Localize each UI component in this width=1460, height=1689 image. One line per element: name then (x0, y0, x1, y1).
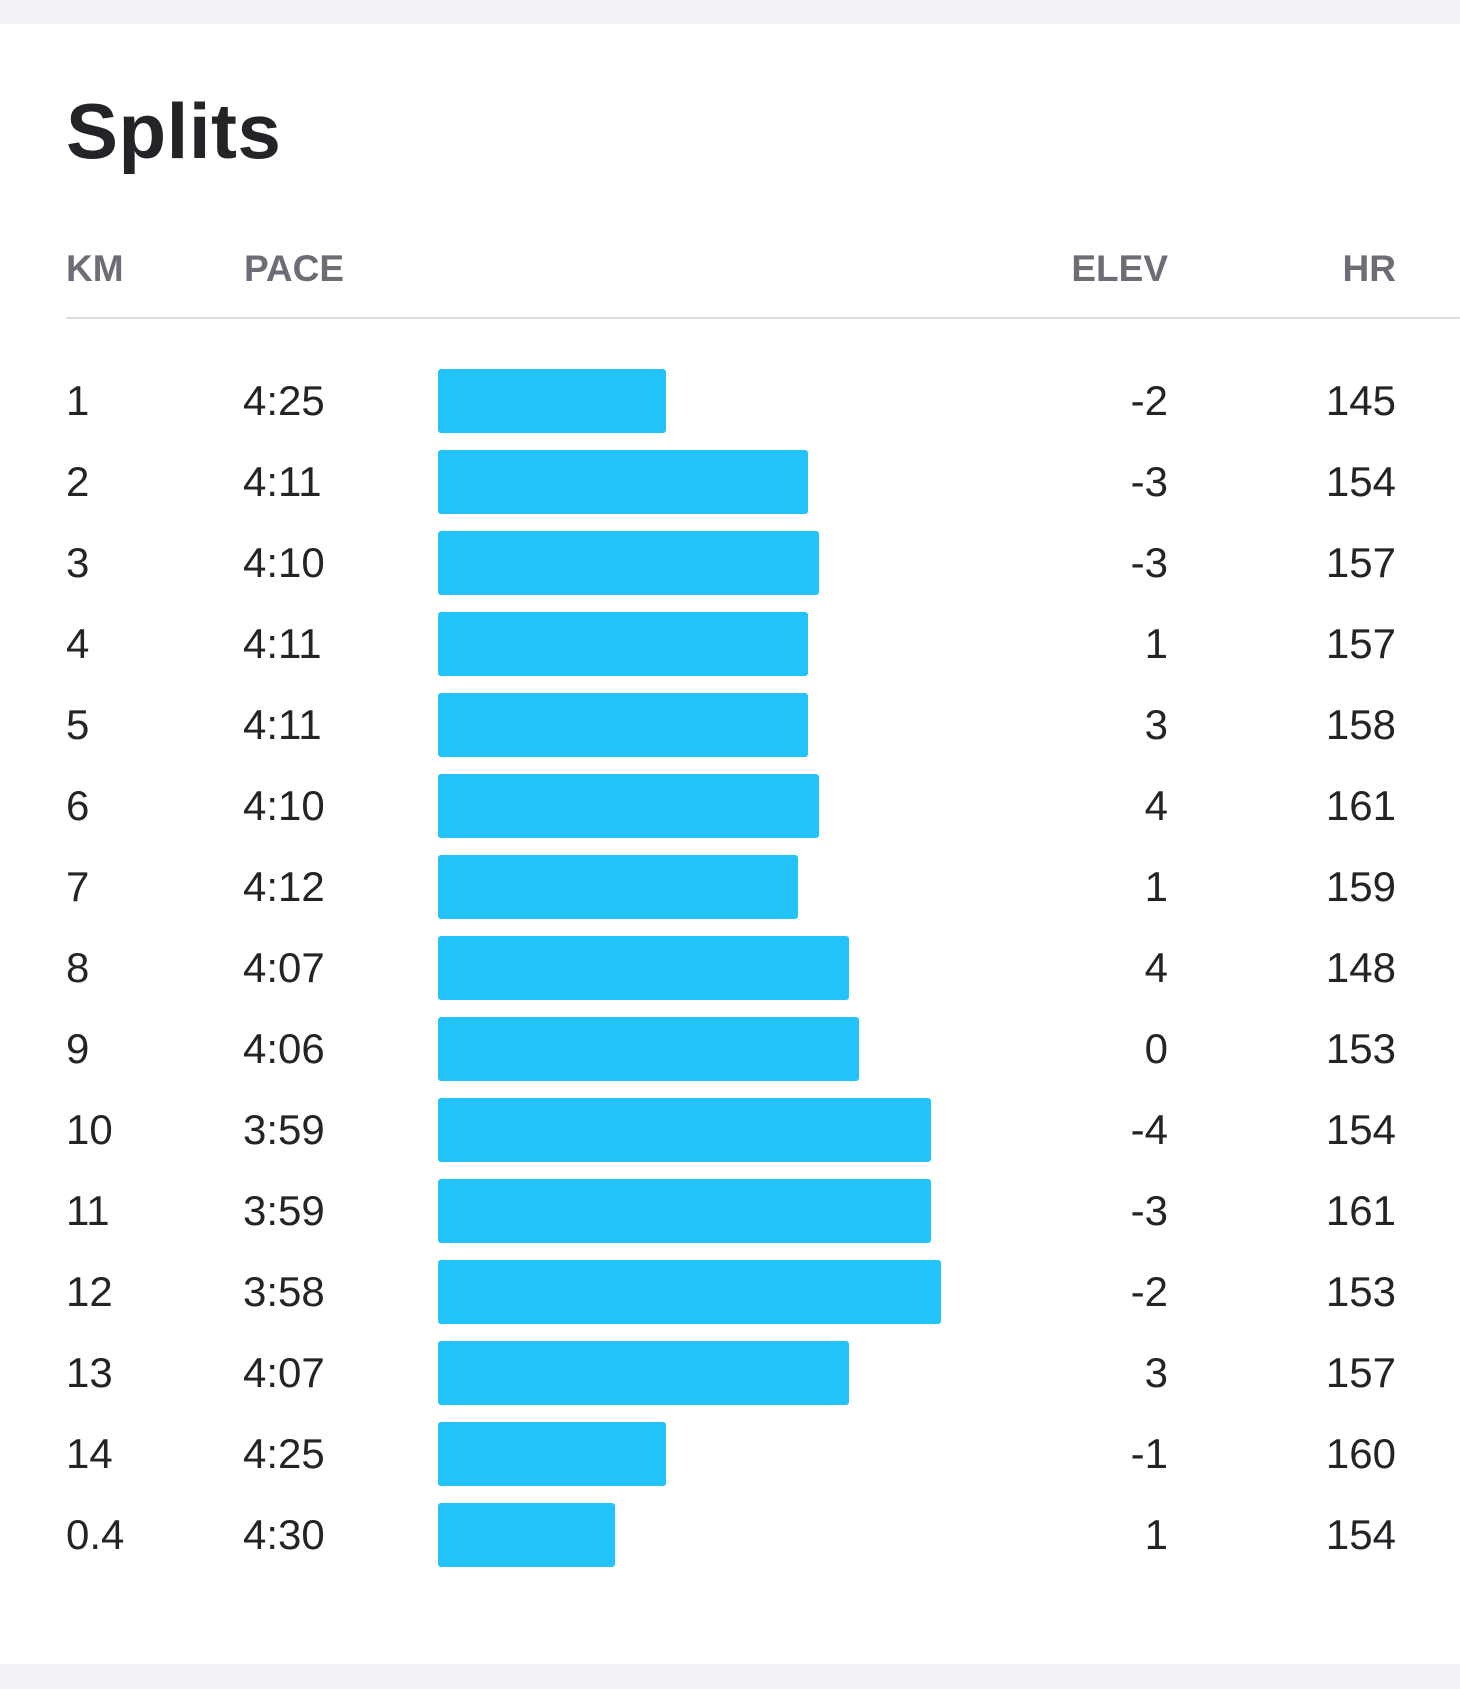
split-pace: 4:30 (243, 1511, 325, 1558)
pace-bar (438, 1503, 615, 1567)
split-elev: -3 (1130, 539, 1168, 586)
pace-bar (438, 531, 819, 595)
pace-bar (438, 855, 799, 919)
split-km: 1 (66, 377, 90, 424)
split-hr: 154 (1325, 458, 1396, 505)
split-row: 14 4:25 -1 160 (0, 1422, 1460, 1486)
split-row: 13 4:07 3 157 (0, 1341, 1460, 1405)
split-pace: 4:11 (243, 620, 322, 667)
pace-bar (438, 1179, 931, 1243)
split-km: 4 (66, 620, 90, 667)
km-column-header: KM (66, 248, 124, 289)
split-pace: 4:07 (243, 944, 325, 991)
split-hr: 153 (1325, 1025, 1396, 1072)
split-row: 6 4:10 4 161 (0, 774, 1460, 838)
split-pace: 4:10 (243, 539, 325, 586)
split-elev: -2 (1130, 1268, 1168, 1315)
split-hr: 145 (1325, 377, 1396, 424)
split-hr: 157 (1325, 620, 1396, 667)
split-elev: 3 (1144, 701, 1168, 748)
split-row: 0.4 4:30 1 154 (0, 1503, 1460, 1567)
header-divider (66, 317, 1460, 319)
split-hr: 154 (1325, 1106, 1396, 1153)
split-km: 6 (66, 782, 90, 829)
pace-column-header: PACE (244, 248, 345, 289)
split-hr: 157 (1325, 539, 1396, 586)
split-km: 10 (66, 1106, 113, 1153)
split-hr: 148 (1325, 944, 1396, 991)
split-pace: 4:06 (243, 1025, 325, 1072)
split-elev: 3 (1144, 1349, 1168, 1396)
split-elev: 0 (1144, 1025, 1168, 1072)
split-pace: 4:11 (243, 458, 322, 505)
split-row: 7 4:12 1 159 (0, 855, 1460, 919)
split-km: 3 (66, 539, 90, 586)
split-elev: -2 (1130, 377, 1168, 424)
split-pace: 4:25 (243, 1430, 325, 1477)
split-row: 9 4:06 0 153 (0, 1017, 1460, 1081)
split-elev: -1 (1130, 1430, 1168, 1477)
split-km: 9 (66, 1025, 90, 1072)
splits-title: Splits (66, 87, 282, 175)
split-hr: 159 (1325, 863, 1396, 910)
split-row: 4 4:11 1 157 (0, 612, 1460, 676)
split-row: 10 3:59 -4 154 (0, 1098, 1460, 1162)
split-km: 7 (66, 863, 90, 910)
split-km: 5 (66, 701, 90, 748)
split-elev: 4 (1144, 944, 1168, 991)
pace-bar (438, 450, 809, 514)
split-pace: 4:12 (243, 863, 325, 910)
split-km: 2 (66, 458, 90, 505)
split-pace: 3:59 (243, 1187, 325, 1234)
split-hr: 157 (1325, 1349, 1396, 1396)
elev-column-header: ELEV (1071, 248, 1168, 289)
split-hr: 158 (1325, 701, 1396, 748)
split-km: 12 (66, 1268, 113, 1315)
split-pace: 4:11 (243, 701, 322, 748)
pace-bar (438, 1422, 666, 1486)
split-elev: -3 (1130, 458, 1168, 505)
split-row: 1 4:25 -2 145 (0, 369, 1460, 433)
split-elev: 1 (1144, 1511, 1168, 1558)
split-row: 3 4:10 -3 157 (0, 531, 1460, 595)
split-pace: 4:07 (243, 1349, 325, 1396)
pace-bar (438, 693, 809, 757)
split-elev: -3 (1130, 1187, 1168, 1234)
split-row: 11 3:59 -3 161 (0, 1179, 1460, 1243)
split-hr: 154 (1325, 1511, 1396, 1558)
split-elev: 1 (1144, 863, 1168, 910)
pace-bar (438, 612, 809, 676)
pace-bar (438, 369, 666, 433)
split-km: 8 (66, 944, 90, 991)
split-pace: 3:58 (243, 1268, 325, 1315)
split-hr: 160 (1325, 1430, 1396, 1477)
split-hr: 161 (1325, 1187, 1396, 1234)
split-km: 0.4 (66, 1511, 125, 1558)
split-hr: 153 (1325, 1268, 1396, 1315)
split-elev: 1 (1144, 620, 1168, 667)
split-pace: 3:59 (243, 1106, 325, 1153)
split-km: 11 (66, 1187, 110, 1234)
split-hr: 161 (1325, 782, 1396, 829)
split-elev: -4 (1130, 1106, 1168, 1153)
split-elev: 4 (1144, 782, 1168, 829)
pace-bar (438, 1017, 860, 1081)
split-row: 2 4:11 -3 154 (0, 450, 1460, 514)
split-pace: 4:10 (243, 782, 325, 829)
pace-bar (438, 936, 850, 1000)
pace-bar (438, 1260, 941, 1324)
split-row: 5 4:11 3 158 (0, 693, 1460, 757)
hr-column-header: HR (1342, 248, 1396, 289)
split-row: 8 4:07 4 148 (0, 936, 1460, 1000)
pace-bar (438, 1098, 931, 1162)
pace-bar (438, 1341, 850, 1405)
split-pace: 4:25 (243, 377, 325, 424)
split-km: 13 (66, 1349, 113, 1396)
pace-bar (438, 774, 819, 838)
split-row: 12 3:58 -2 153 (0, 1260, 1460, 1324)
split-km: 14 (66, 1430, 113, 1477)
splits-card (0, 24, 1460, 1664)
